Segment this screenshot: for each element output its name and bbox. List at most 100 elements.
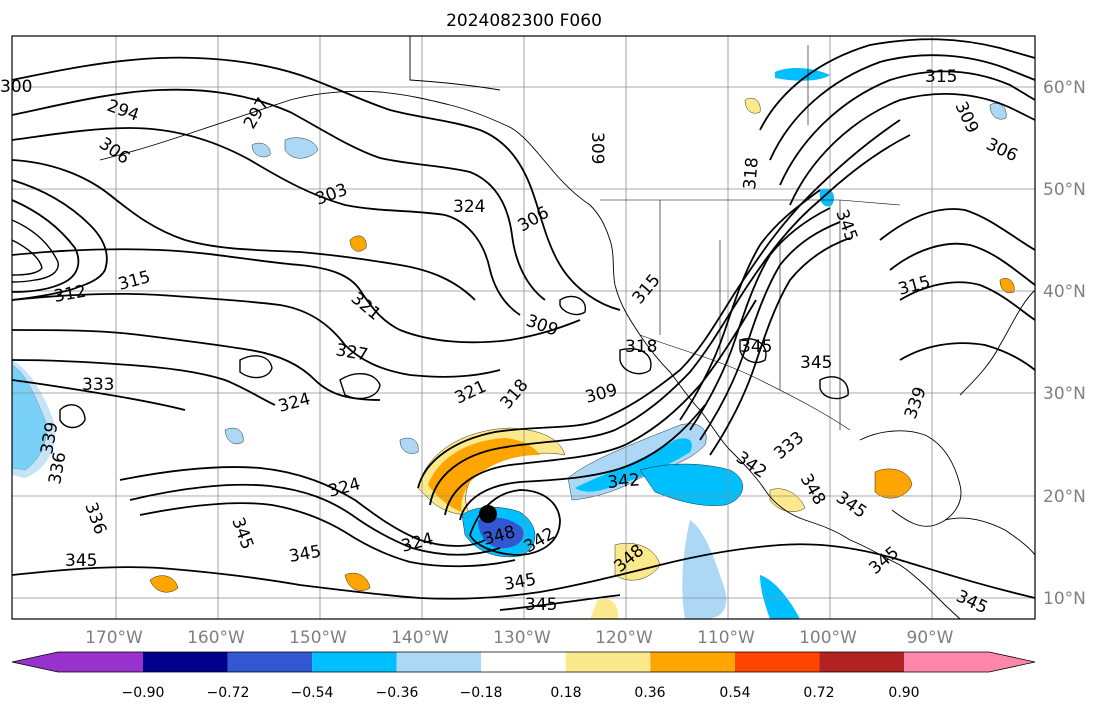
shade-blue-epac <box>575 438 692 492</box>
lat-tick-label: 20°N <box>1043 487 1086 507</box>
colorbar-segment <box>650 652 735 672</box>
contour-318-mid <box>11 292 501 378</box>
contour-jet-7 <box>699 221 841 441</box>
colorbar-tick-label: −0.90 <box>122 685 165 701</box>
lon-tick-label: 150°W <box>289 628 347 648</box>
colorbar-tick-label: 0.72 <box>803 685 834 701</box>
contour-closed-7 <box>59 404 86 429</box>
colorbar-tick-label: 0.18 <box>550 685 581 701</box>
central-america-coast <box>849 539 961 620</box>
contour-306 <box>11 88 546 301</box>
shade-orange-wpac <box>149 575 179 593</box>
colorbar-segment <box>734 652 820 672</box>
lon-tick-label: 170°W <box>85 628 143 648</box>
colorbar-tick-label: −0.54 <box>291 685 334 701</box>
lat-tick-labels: 60°N 50°N 40°N 30°N 20°N 10°N <box>1043 78 1086 609</box>
colorbar-segments <box>11 651 1036 673</box>
grid-lines <box>12 36 1035 619</box>
contour-jet-2 <box>769 54 1036 161</box>
shade-lightblue-npac2 <box>399 437 419 454</box>
us-canada-border <box>600 199 901 206</box>
caribbean-coast <box>944 517 1036 556</box>
coastlines <box>99 36 1036 620</box>
lon-tick-label: 110°W <box>697 628 755 648</box>
shade-blue-epac2 <box>639 463 743 506</box>
contour-label: 345 <box>800 353 832 373</box>
contour-315 <box>11 179 108 301</box>
lon-tick-labels: 170°W 160°W 150°W 140°W 130°W 120°W 110°… <box>85 628 954 648</box>
contour-hurricane-inner <box>444 299 757 516</box>
contour-closed-2 <box>239 355 273 379</box>
contour-closed-6 <box>559 295 586 316</box>
contour-closed-4 <box>739 338 767 364</box>
pacific-coast <box>99 90 851 541</box>
colorbar-tick-labels: −0.90 −0.72 −0.54 −0.36 −0.18 0.18 0.36 … <box>122 685 920 701</box>
shade-orange-hurricane <box>428 438 540 512</box>
colorbar-segment <box>143 652 228 672</box>
lat-tick-label: 30°N <box>1043 384 1086 404</box>
shade-blue-rockies <box>819 188 835 207</box>
contour-east-4 <box>899 342 1036 371</box>
contour-jet-8 <box>709 237 851 456</box>
colorbar-segment <box>565 652 651 672</box>
colorbar-tick-label: 0.36 <box>634 685 665 701</box>
contour-label: 315 <box>925 67 957 87</box>
contour-east-2 <box>889 242 1036 286</box>
contour-333-south <box>139 502 516 568</box>
contour-label: 318 <box>740 156 763 190</box>
lon-tick-label: 160°W <box>187 628 245 648</box>
map-title: 2024082300 F060 <box>446 11 602 31</box>
contour-jet-5 <box>679 189 821 421</box>
contour-312 <box>11 159 476 301</box>
shade-lightblue-south <box>682 520 727 619</box>
contour-315-mid <box>11 248 581 344</box>
contour-jet-6 <box>689 207 831 431</box>
state-borders <box>659 200 841 430</box>
contour-hurricane-mid <box>429 134 911 506</box>
shade-lightblue-gulfak <box>284 137 319 159</box>
contour-303 <box>11 56 621 311</box>
contour-324-mid <box>11 359 276 406</box>
contour-closed-1 <box>339 373 381 400</box>
colorbar-segment <box>12 652 143 672</box>
lat-tick-label: 60°N <box>1043 78 1086 98</box>
lon-tick-label: 100°W <box>799 628 857 648</box>
colorbar: −0.90 −0.72 −0.54 −0.36 −0.18 0.18 0.36 … <box>11 651 1036 701</box>
lat-tick-label: 10°N <box>1043 589 1086 609</box>
atlantic-coast <box>959 289 1036 396</box>
contour-label: 324 <box>453 197 485 217</box>
contour-345-south <box>11 566 541 600</box>
colorbar-segment <box>904 652 1035 672</box>
shade-blue-south <box>760 575 800 619</box>
gulf-coast <box>859 430 962 527</box>
colorbar-outline <box>11 651 1036 673</box>
contour-jet-1 <box>759 38 1036 131</box>
colorbar-tick-label: 0.54 <box>719 685 750 701</box>
alaska-border <box>409 36 501 91</box>
contour-lines <box>11 38 1036 611</box>
contour-321 <box>11 219 59 283</box>
lon-tick-label: 90°W <box>907 628 954 648</box>
colorbar-segment <box>312 652 397 672</box>
contour-321-mid <box>11 329 381 401</box>
contour-324-south <box>119 466 486 547</box>
map-frame <box>11 35 1036 620</box>
contour-327-mid <box>11 379 186 411</box>
lon-tick-label: 140°W <box>391 628 449 648</box>
lon-tick-label: 120°W <box>595 628 653 648</box>
storm-center-marker <box>479 505 497 523</box>
contour-hurricane-outer <box>417 119 901 489</box>
contour-closed-3 <box>619 348 652 375</box>
contour-label: 342 <box>607 470 641 493</box>
colorbar-segment <box>396 652 482 672</box>
contour-east-1 <box>879 208 1036 251</box>
colorbar-tick-label: −0.72 <box>207 685 250 701</box>
shade-orange-east <box>999 278 1015 293</box>
colorbar-segment <box>481 652 566 672</box>
colorbar-segment <box>227 652 313 672</box>
contour-label: 345 <box>65 551 97 571</box>
us-mexico-border <box>639 334 851 431</box>
contour-label: 300 <box>0 77 32 97</box>
